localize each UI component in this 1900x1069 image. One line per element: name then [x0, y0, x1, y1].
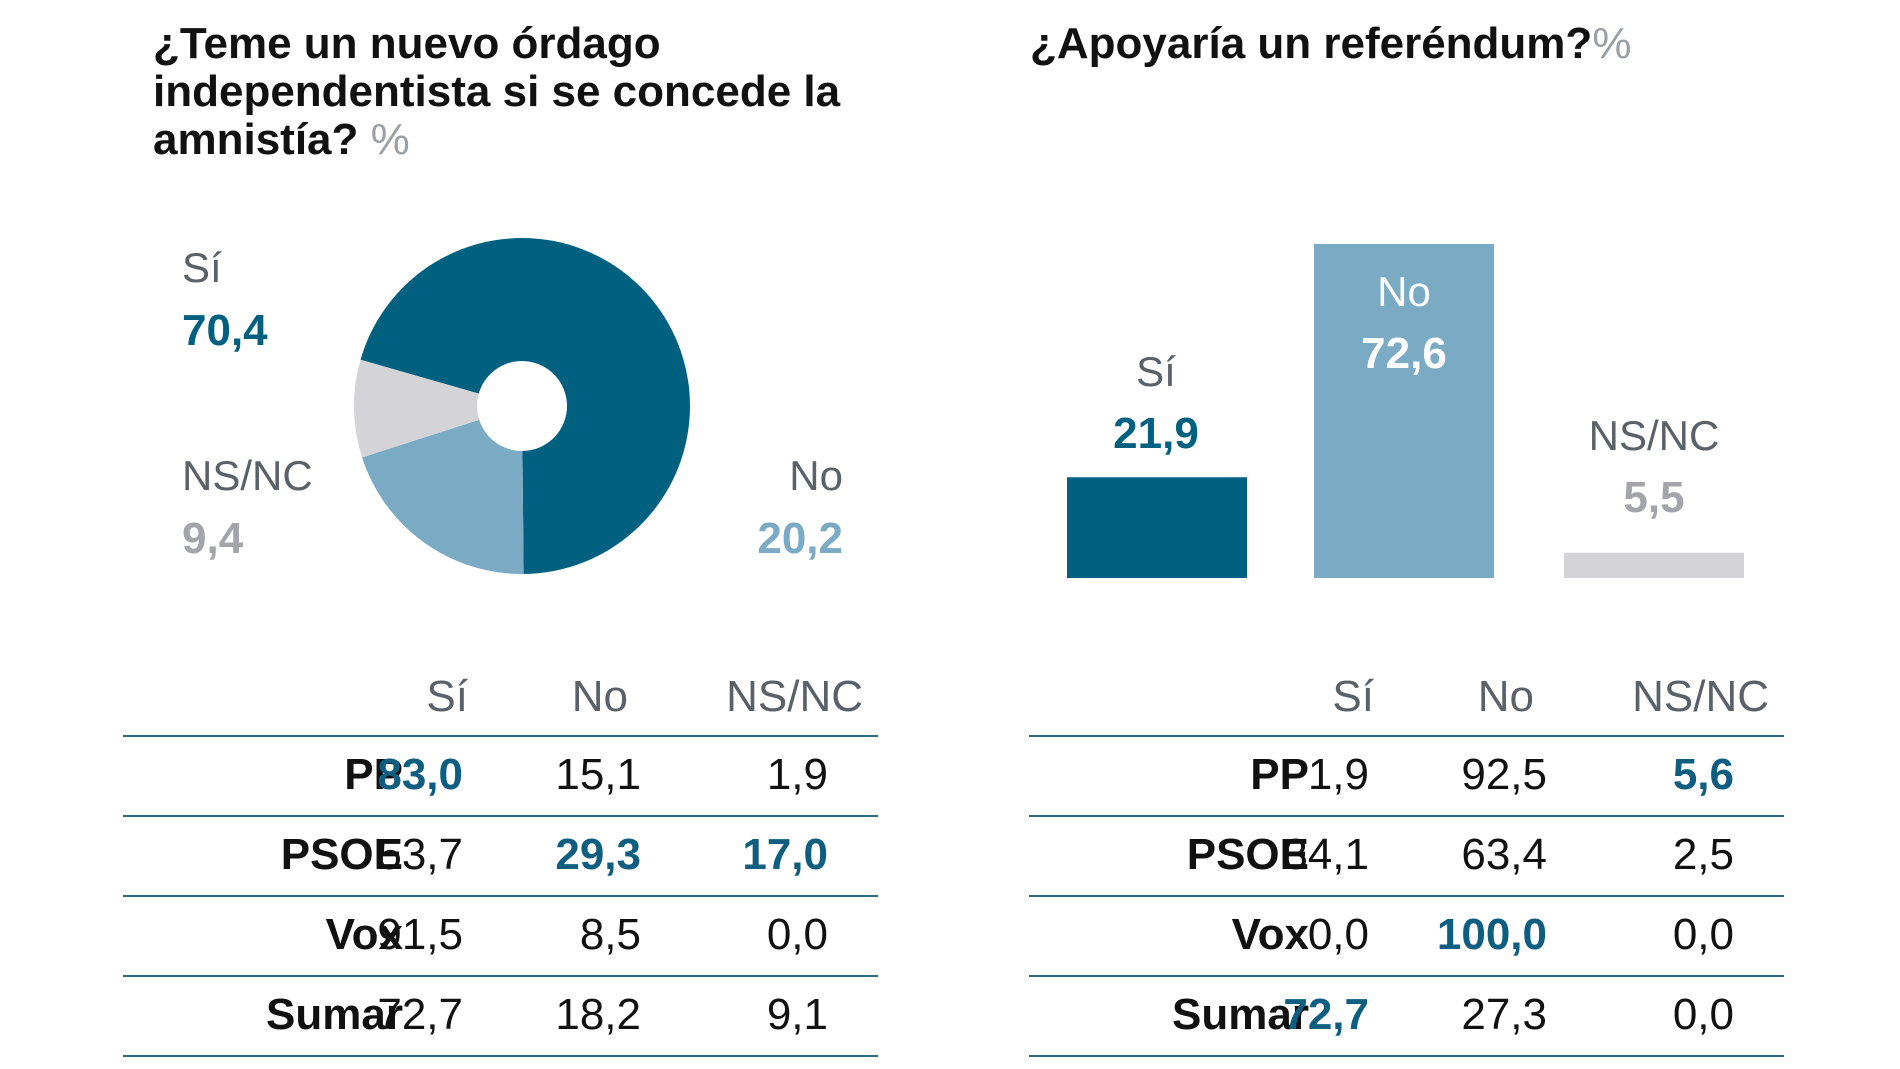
column-header: NS/NC — [1632, 672, 1769, 721]
left-chart-title: ¿Teme un nuevo órdago independentista si… — [153, 20, 853, 164]
donut-label-no: No — [789, 452, 843, 499]
table-header-row: Sí No NS/NC — [1029, 655, 1784, 735]
table-row: Sumar 72,7 18,2 9,1 — [123, 975, 878, 1055]
bar-label-si: Sí — [1136, 348, 1176, 395]
table-cell: 5,6 — [1672, 750, 1734, 799]
table-cell: 2,5 — [1672, 830, 1734, 879]
table-row: Vox 0,0 100,0 0,0 — [1029, 895, 1784, 975]
party-label: PP — [1250, 750, 1309, 799]
table-row: Sumar 72,7 27,3 0,0 — [1029, 975, 1784, 1055]
column-header: NS/NC — [726, 672, 863, 721]
bar-label-no: No — [1377, 268, 1431, 315]
table-cell: 0,0 — [1672, 990, 1734, 1039]
row-divider — [1029, 735, 1784, 737]
right-party-table: Sí No NS/NC PP 1,9 92,5 5,6 PSOE 34,1 63,4 2,5 Vox 0… — [1029, 655, 1784, 1057]
table-cell: 9,1 — [766, 990, 828, 1039]
party-label: Vox — [1231, 910, 1309, 959]
row-divider — [123, 975, 878, 977]
column-header: Sí — [1332, 672, 1374, 721]
bar-value-si: 21,9 — [1113, 409, 1199, 458]
bar-nsnc — [1564, 552, 1744, 578]
party-label: Vox — [325, 910, 403, 959]
right-title-text: ¿Apoyaría un referéndum? — [1030, 19, 1593, 68]
bar-value-no: 72,6 — [1361, 329, 1447, 378]
table-cell: 0,0 — [1672, 910, 1734, 959]
table-cell: 0,0 — [766, 910, 828, 959]
table-cell: 72,7 — [377, 990, 463, 1039]
table-cell: 29,3 — [555, 830, 641, 879]
bar-no — [1314, 244, 1494, 578]
bar-label-nsnc: NS/NC — [1589, 412, 1720, 459]
table-cell: 0,0 — [1307, 910, 1369, 959]
table-cell: 1,9 — [1307, 750, 1369, 799]
donut-value-no: 20,2 — [757, 514, 843, 563]
table-cell: 34,1 — [1283, 830, 1369, 879]
table-cell: 63,4 — [1461, 830, 1547, 879]
party-label: Sumar — [266, 990, 403, 1039]
donut-chart — [354, 238, 690, 574]
donut-value-nsnc: 9,4 — [182, 514, 244, 563]
table-cell: 100,0 — [1436, 910, 1547, 959]
table-cell: 27,3 — [1461, 990, 1547, 1039]
bar-chart — [1067, 244, 1744, 578]
table-cell: 15,1 — [555, 750, 641, 799]
left-party-table: Sí No NS/NC PP 83,0 15,1 1,9 PSOE 53,7 29,3 17,0 Vo… — [123, 655, 878, 1057]
row-divider — [123, 895, 878, 897]
table-cell: 17,0 — [742, 830, 828, 879]
party-label: PSOE — [1186, 830, 1309, 879]
table-row: PSOE 53,7 29,3 17,0 — [123, 815, 878, 895]
left-title-percent: % — [370, 115, 410, 164]
right-chart-title: ¿Apoyaría un referéndum?% — [1030, 20, 1730, 68]
table-row: PSOE 34,1 63,4 2,5 — [1029, 815, 1784, 895]
party-label: Sumar — [1172, 990, 1309, 1039]
row-divider — [123, 815, 878, 817]
table-bottom-rule — [1029, 1055, 1784, 1057]
donut-label-nsnc: NS/NC — [182, 452, 313, 499]
donut-value-si: 70,4 — [182, 306, 268, 355]
column-header: Sí — [426, 672, 468, 721]
table-cell: 92,5 — [1461, 750, 1547, 799]
bar-si — [1067, 477, 1247, 578]
right-title-percent: % — [1592, 19, 1632, 68]
column-header: No — [1477, 672, 1534, 721]
table-bottom-rule — [123, 1055, 878, 1057]
table-cell: 8,5 — [579, 910, 641, 959]
row-divider — [1029, 815, 1784, 817]
column-header: No — [571, 672, 628, 721]
table-cell: 83,0 — [377, 750, 463, 799]
donut-slice-no — [362, 419, 524, 574]
row-divider — [1029, 895, 1784, 897]
table-row: PP 83,0 15,1 1,9 — [123, 735, 878, 815]
party-label: PP — [344, 750, 403, 799]
table-row: Vox 91,5 8,5 0,0 — [123, 895, 878, 975]
row-divider — [123, 735, 878, 737]
donut-slice-si — [360, 238, 690, 574]
row-divider — [1029, 975, 1784, 977]
party-label: PSOE — [280, 830, 403, 879]
table-header-row: Sí No NS/NC — [123, 655, 878, 735]
bar-value-nsnc: 5,5 — [1623, 473, 1684, 522]
table-cell: 53,7 — [377, 830, 463, 879]
table-cell: 72,7 — [1283, 990, 1369, 1039]
table-cell: 1,9 — [766, 750, 828, 799]
table-cell: 91,5 — [377, 910, 463, 959]
donut-label-si: Sí — [182, 244, 222, 291]
donut-slice-nsnc — [354, 359, 480, 458]
left-title-text: ¿Teme un nuevo órdago independentista si… — [153, 19, 841, 164]
table-cell: 18,2 — [555, 990, 641, 1039]
table-row: PP 1,9 92,5 5,6 — [1029, 735, 1784, 815]
